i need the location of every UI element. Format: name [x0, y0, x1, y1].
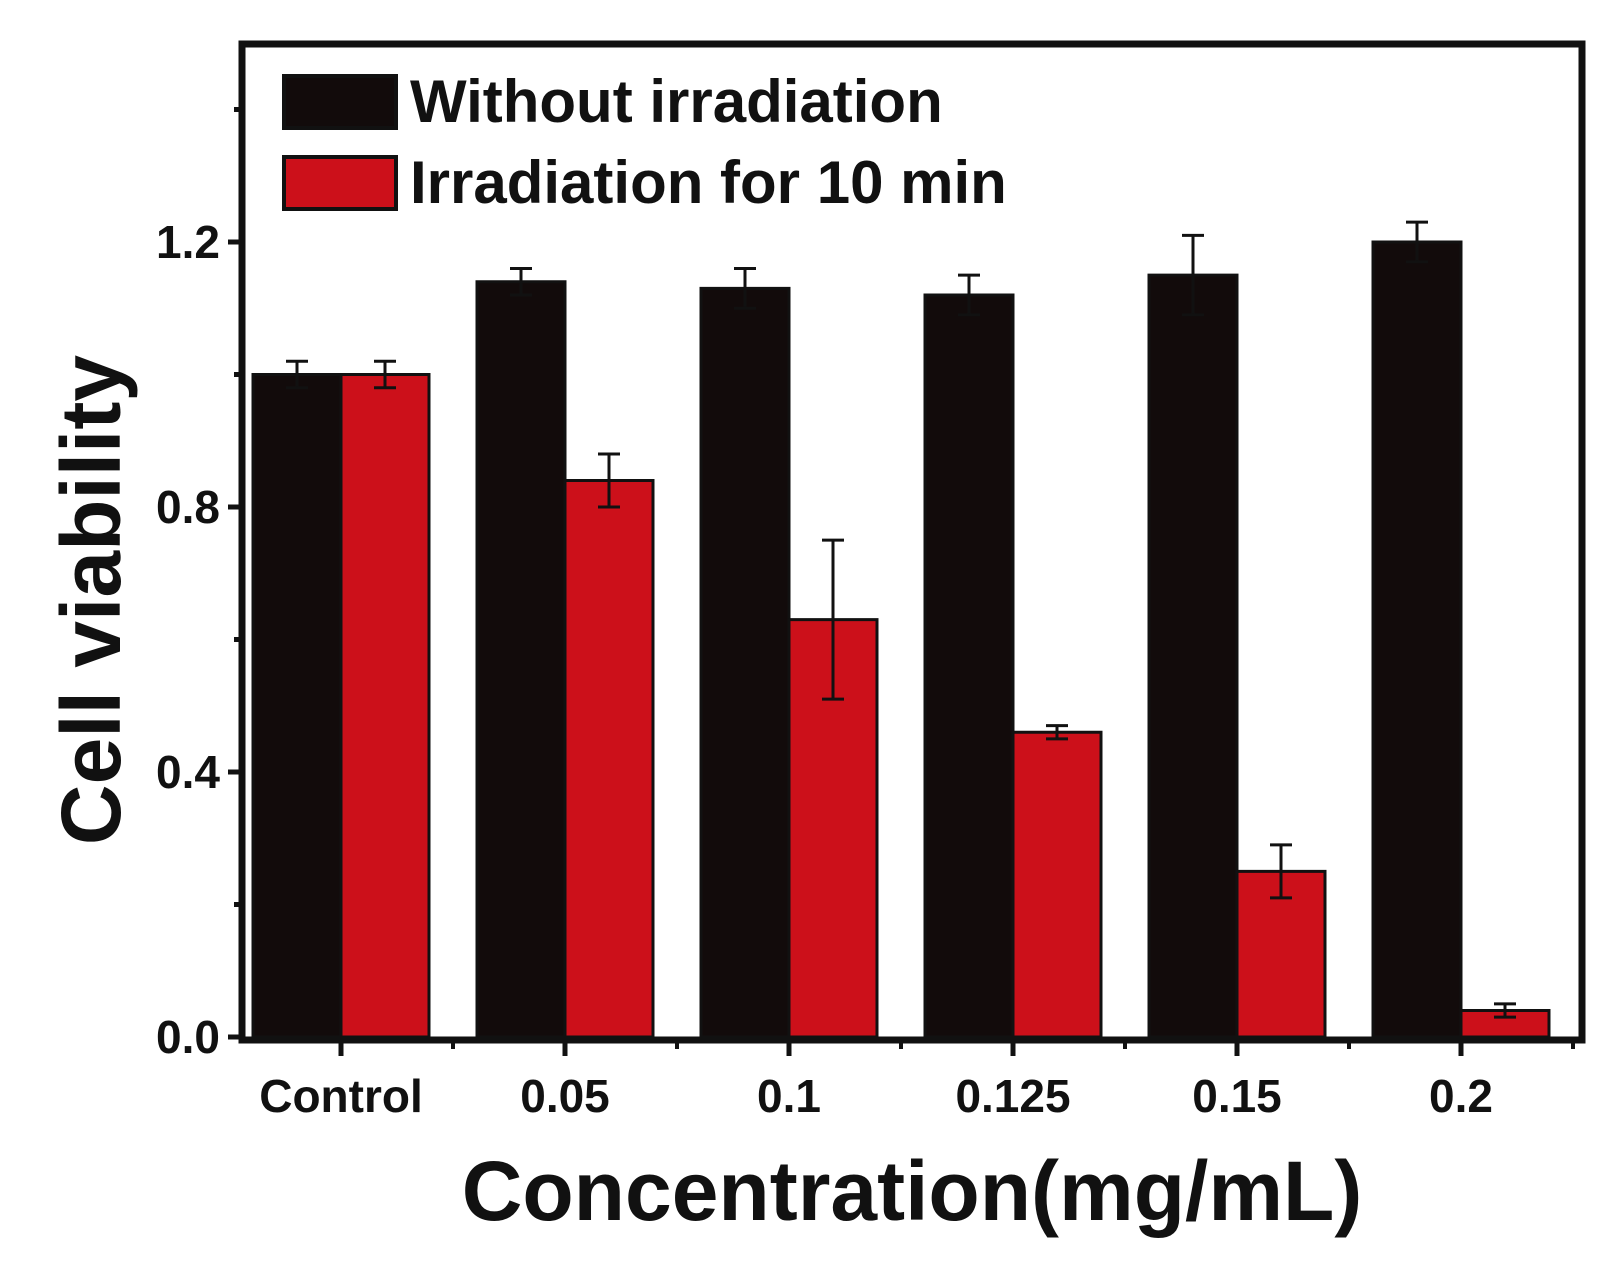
legend-swatch-irradiation [282, 155, 398, 211]
x-tick-label-0.125: 0.125 [955, 1070, 1070, 1122]
y-axis-title: Cell viability [44, 355, 138, 845]
y-axis: 0.0 0.4 0.8 1.2 [156, 107, 242, 1063]
x-tick-label-0.1: 0.1 [757, 1070, 821, 1122]
error-bar-without-irradiation-0.05 [510, 267, 532, 297]
bars-layer [251, 240, 1551, 1039]
y-tick-label: 0.8 [156, 481, 220, 533]
error-bar-irradiation-0.125 [1046, 724, 1068, 741]
error-bar-without-irradiation-0.125 [958, 273, 980, 317]
bar-irradiation-0.05 [563, 479, 655, 1039]
bar-without-irradiation-0.1 [699, 286, 791, 1039]
bar-without-irradiation-0.15 [1147, 273, 1239, 1039]
error-bar-irradiation-0.05 [598, 452, 620, 509]
bar-without-irradiation-0.2 [1371, 240, 1463, 1039]
error-bar-irradiation-0.2 [1494, 1002, 1516, 1019]
bar-irradiation-0.125 [1011, 730, 1103, 1039]
y-tick-label: 0.0 [156, 1011, 220, 1063]
error-bar-irradiation-0.1 [822, 538, 844, 701]
error-bar-without-irradiation-0.1 [734, 267, 756, 310]
error-bar-without-irradiation-0.2 [1406, 220, 1428, 264]
plot-frame [238, 40, 1586, 1044]
bar-without-irradiation-0.05 [475, 280, 567, 1039]
x-axis: Control 0.05 0.1 0.125 0.15 0.2 [259, 1040, 1575, 1122]
y-tick-label: 0.4 [156, 746, 220, 798]
error-bar-irradiation-0.15 [1270, 843, 1292, 900]
x-tick-label-0.2: 0.2 [1429, 1070, 1493, 1122]
bar-without-irradiation-Control [251, 373, 343, 1039]
legend-swatch-without-irradiation [282, 74, 398, 130]
error-bar-without-irradiation-0.15 [1182, 233, 1204, 317]
x-tick-label-0.05: 0.05 [520, 1070, 610, 1122]
y-tick-label: 1.2 [156, 216, 220, 268]
error-bar-irradiation-Control [374, 359, 396, 390]
error-bars-layer [286, 220, 1516, 1019]
x-tick-label-Control: Control [259, 1070, 423, 1122]
error-bar-without-irradiation-Control [286, 359, 308, 390]
legend-label-irradiation: Irradiation for 10 min [410, 149, 1007, 216]
bar-without-irradiation-0.125 [923, 293, 1015, 1039]
bar-irradiation-Control [339, 373, 431, 1039]
x-axis-title: Concentration(mg/mL) [462, 1144, 1363, 1238]
legend-label-without-irradiation: Without irradiation [410, 68, 943, 135]
x-tick-label-0.15: 0.15 [1192, 1070, 1282, 1122]
